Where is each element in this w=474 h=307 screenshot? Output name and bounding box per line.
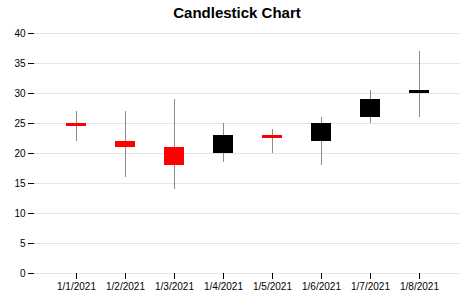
svg-text:1/5/2021: 1/5/2021 <box>253 281 292 292</box>
svg-text:1/2/2021: 1/2/2021 <box>106 281 145 292</box>
svg-text:35: 35 <box>14 58 26 69</box>
svg-text:40: 40 <box>14 28 26 39</box>
svg-text:1/8/2021: 1/8/2021 <box>400 281 439 292</box>
svg-text:15: 15 <box>14 178 26 189</box>
svg-text:1/7/2021: 1/7/2021 <box>351 281 390 292</box>
svg-text:30: 30 <box>14 88 26 99</box>
svg-text:25: 25 <box>14 118 26 129</box>
svg-text:1/4/2021: 1/4/2021 <box>204 281 243 292</box>
html-text:Candlestick Chart: Candlestick Chart <box>173 4 301 21</box>
svg-text:1/1/2021: 1/1/2021 <box>57 281 96 292</box>
svg-text:20: 20 <box>14 148 26 159</box>
svg-text:1/3/2021: 1/3/2021 <box>155 281 194 292</box>
svg-text:10: 10 <box>14 208 26 219</box>
svg-text:5: 5 <box>20 238 26 249</box>
svg-text:1/6/2021: 1/6/2021 <box>302 281 341 292</box>
svg-text:0: 0 <box>20 268 26 279</box>
